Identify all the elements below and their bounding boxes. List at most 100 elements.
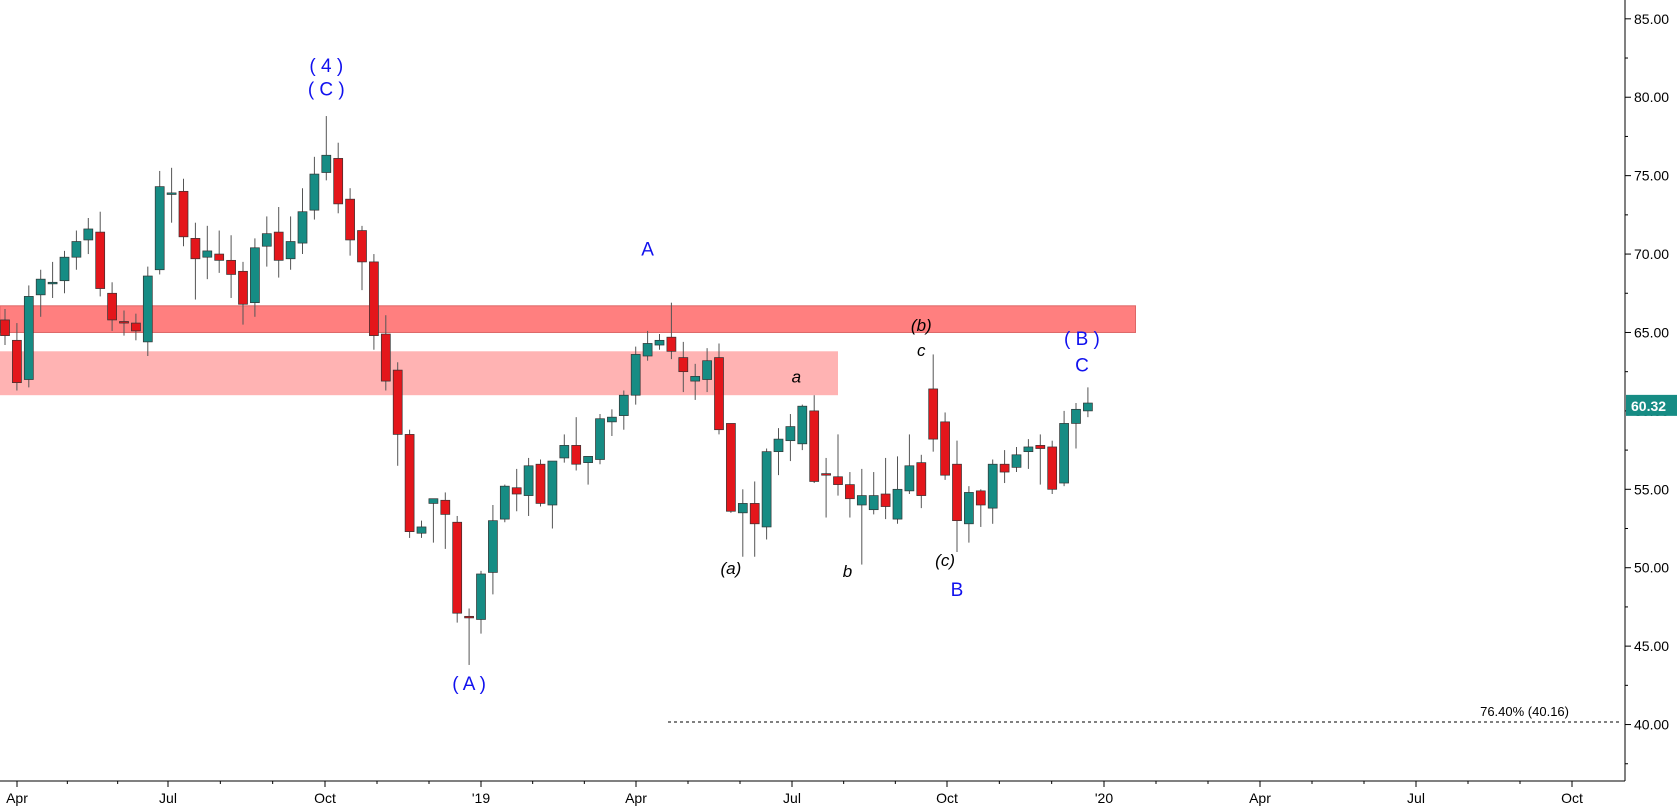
candle-body: [190, 238, 201, 260]
candle-body: [547, 460, 558, 506]
candle-body: [464, 615, 474, 619]
candle-body: [618, 394, 629, 416]
candle-body: [642, 343, 653, 357]
candle-body: [404, 434, 415, 532]
candle-body: [773, 438, 784, 453]
wave-label: ( 4 ): [309, 56, 343, 77]
time-tick-label: Oct: [314, 790, 336, 806]
candle-body: [166, 192, 177, 195]
candle-body: [678, 357, 689, 373]
candle-body: [999, 463, 1010, 473]
wave-label: c: [917, 341, 926, 360]
candle-body: [809, 410, 820, 482]
candle-body: [737, 503, 748, 514]
candle-body: [785, 426, 796, 442]
candle-body: [928, 388, 939, 440]
wave-label: ( B ): [1064, 329, 1100, 350]
candle-body: [987, 463, 998, 509]
last-price-tag: 60.32: [1626, 394, 1677, 416]
candle-body: [226, 259, 236, 275]
candle-body: [940, 421, 950, 476]
candle-body: [666, 336, 677, 352]
candle-body: [178, 190, 189, 238]
candle-body: [309, 173, 320, 211]
candle-body: [476, 573, 486, 620]
upper-resistance-zone: [0, 305, 1136, 333]
candle-body: [131, 322, 141, 332]
candle-body: [440, 499, 451, 515]
elliott-wave-labels: ( 4 ) ( C ) A ( A ) (b) c ( B ) Ca (a) b (c) B: [308, 56, 1100, 695]
wave-label: a: [792, 368, 801, 387]
price-tick-label: 75.00: [1634, 168, 1669, 184]
time-tick-label: Oct: [1561, 790, 1583, 806]
price-tick-label: 45.00: [1634, 638, 1669, 654]
candle-body: [1071, 408, 1081, 424]
wave-label: C: [1075, 356, 1089, 377]
time-tick-label: Apr: [625, 790, 647, 806]
wave-label: ( A ): [452, 674, 486, 695]
candle-body: [12, 339, 22, 384]
candle-body: [856, 495, 867, 506]
price-tick-label: 65.00: [1634, 324, 1669, 340]
candle-body: [23, 296, 34, 380]
candle-body: [321, 154, 332, 173]
candle-body: [690, 376, 701, 382]
candle-body: [845, 484, 855, 500]
price-tick-label: 50.00: [1634, 560, 1669, 576]
candle-body: [868, 495, 879, 511]
time-axis: Apr Jul Oct '19 Apr Jul Oct '20 Apr Jul Oct: [6, 781, 1583, 806]
candle-body: [1011, 454, 1022, 468]
candlesticks: [0, 116, 1093, 665]
candle-body: [607, 416, 617, 423]
candle-body: [71, 241, 82, 258]
candle-body: [202, 250, 213, 258]
candle-body: [559, 445, 570, 459]
wave-label: (a): [721, 559, 742, 578]
candle-body: [892, 488, 903, 520]
candle-body: [95, 231, 106, 289]
candle-body: [416, 526, 427, 534]
candle-body: [583, 456, 593, 463]
candle-body: [428, 498, 439, 504]
candle-body: [392, 369, 403, 435]
candle-body: [83, 228, 94, 241]
candle-body: [499, 485, 510, 520]
candle-body: [916, 462, 927, 496]
candle-body: [571, 445, 582, 465]
candle-body: [797, 405, 808, 445]
candle-body: [821, 473, 831, 476]
candle-body: [702, 360, 712, 380]
last-price-value: 60.32: [1631, 398, 1666, 414]
candle-body: [1047, 446, 1058, 490]
candle-body: [523, 465, 534, 496]
time-tick-label: Jul: [1407, 790, 1425, 806]
candle-body: [35, 278, 46, 296]
candle-body: [630, 354, 641, 396]
candle-body: [488, 520, 498, 573]
candle-body: [250, 247, 260, 304]
price-tick-label: 80.00: [1634, 89, 1669, 105]
candle-body: [47, 281, 58, 285]
candle-body: [880, 493, 891, 507]
time-tick-label: '19: [472, 790, 490, 806]
candle-body: [904, 465, 915, 492]
candle-body: [952, 463, 962, 522]
candle-body: [654, 339, 665, 346]
wave-label: A: [641, 240, 654, 261]
price-tick-label: 85.00: [1634, 11, 1669, 27]
candle-body: [1023, 446, 1034, 453]
candle-body: [238, 270, 248, 305]
resistance-zones: [0, 305, 1136, 396]
candle-body: [297, 211, 308, 244]
price-tick-label: 70.00: [1634, 246, 1669, 262]
time-tick-label: '20: [1095, 790, 1113, 806]
candle-body: [511, 487, 522, 495]
candle-body: [964, 492, 974, 525]
candle-body: [749, 503, 760, 525]
wave-label: (c): [935, 551, 955, 570]
time-tick-label: Jul: [783, 790, 801, 806]
price-tick-label: 40.00: [1634, 717, 1669, 733]
candle-body: [380, 333, 391, 382]
